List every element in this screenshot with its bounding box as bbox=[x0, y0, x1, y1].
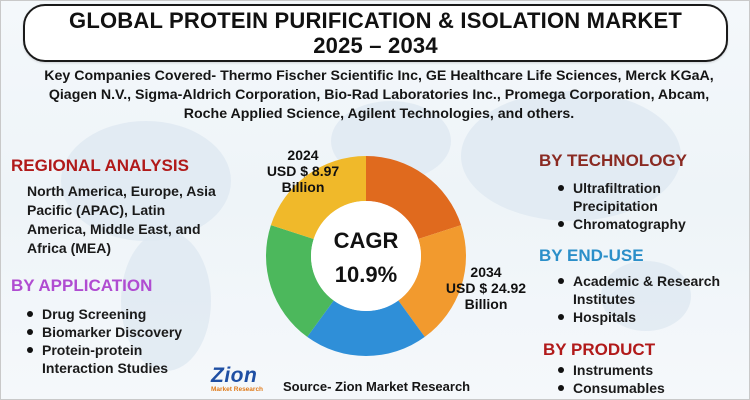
application-item-line: Interaction Studies bbox=[42, 360, 169, 376]
title-line-1: GLOBAL PROTEIN PURIFICATION & ISOLATION … bbox=[69, 8, 682, 33]
cagr-value: 10.9% bbox=[334, 262, 398, 287]
product-item: Instruments bbox=[555, 361, 665, 379]
technology-item: Chromatography bbox=[555, 215, 686, 233]
by-application-heading: BY APPLICATION bbox=[11, 276, 153, 295]
by-product-heading: BY PRODUCT bbox=[543, 340, 656, 359]
technology-item-line: Ultrafiltration bbox=[573, 180, 661, 196]
application-item: Drug Screening bbox=[24, 305, 182, 323]
technology-list: Ultrafiltration Precipitation Chromatogra… bbox=[555, 179, 686, 233]
by-end-use-heading: BY END-USE bbox=[539, 246, 644, 265]
source-text: Source- Zion Market Research bbox=[283, 379, 471, 394]
technology-item-line: Precipitation bbox=[573, 198, 658, 214]
callout-2024: 2024 USD $ 8.97 Billion bbox=[257, 147, 349, 195]
callout-2024-year: 2024 bbox=[287, 147, 319, 163]
map-blob bbox=[61, 121, 231, 241]
regional-analysis-text: North America, Europe, Asia Pacific (APA… bbox=[27, 183, 216, 256]
donut-hole bbox=[311, 201, 421, 311]
title-line-2: 2025 – 2034 bbox=[313, 33, 438, 58]
key-companies-text: Key Companies Covered- Thermo Fischer Sc… bbox=[44, 68, 714, 122]
end-use-list: Academic & Research Institutes Hospitals bbox=[555, 272, 720, 326]
regional-analysis-heading: REGIONAL ANALYSIS bbox=[11, 156, 189, 175]
map-blob bbox=[601, 261, 691, 331]
application-list: Drug Screening Biomarker Discovery Prote… bbox=[24, 305, 182, 377]
product-list: Instruments Consumables bbox=[555, 361, 665, 397]
application-item: Biomarker Discovery bbox=[24, 323, 182, 341]
map-blob bbox=[461, 91, 681, 221]
end-use-item: Hospitals bbox=[555, 308, 720, 326]
callout-2024-amount: USD $ 8.97 bbox=[266, 163, 340, 179]
end-use-item-line: Academic & Research bbox=[573, 273, 721, 289]
callout-2034-year: 2034 bbox=[470, 264, 502, 280]
map-blob bbox=[121, 231, 211, 371]
product-item: Consumables bbox=[555, 379, 665, 397]
zion-logo: Zion Market Research bbox=[211, 364, 271, 396]
end-use-item-line: Institutes bbox=[573, 291, 636, 307]
logo-name: Zion bbox=[211, 364, 258, 387]
logo-subtitle: Market Research bbox=[211, 386, 264, 393]
callout-2024-unit: Billion bbox=[281, 179, 325, 195]
callout-2034: 2034 USD $ 24.92 Billion bbox=[421, 264, 551, 312]
cagr-label: CAGR bbox=[333, 228, 399, 253]
application-item: Protein-protein Interaction Studies bbox=[24, 341, 182, 377]
technology-item: Ultrafiltration Precipitation bbox=[555, 179, 686, 215]
donut-slice bbox=[307, 300, 425, 357]
title-box: GLOBAL PROTEIN PURIFICATION & ISOLATION … bbox=[23, 4, 728, 62]
callout-2034-unit: Billion bbox=[464, 296, 508, 312]
application-item-line: Protein-protein bbox=[42, 342, 143, 358]
callout-2034-amount: USD $ 24.92 bbox=[445, 280, 527, 296]
end-use-item: Academic & Research Institutes bbox=[555, 272, 720, 308]
by-technology-heading: BY TECHNOLOGY bbox=[539, 151, 687, 170]
